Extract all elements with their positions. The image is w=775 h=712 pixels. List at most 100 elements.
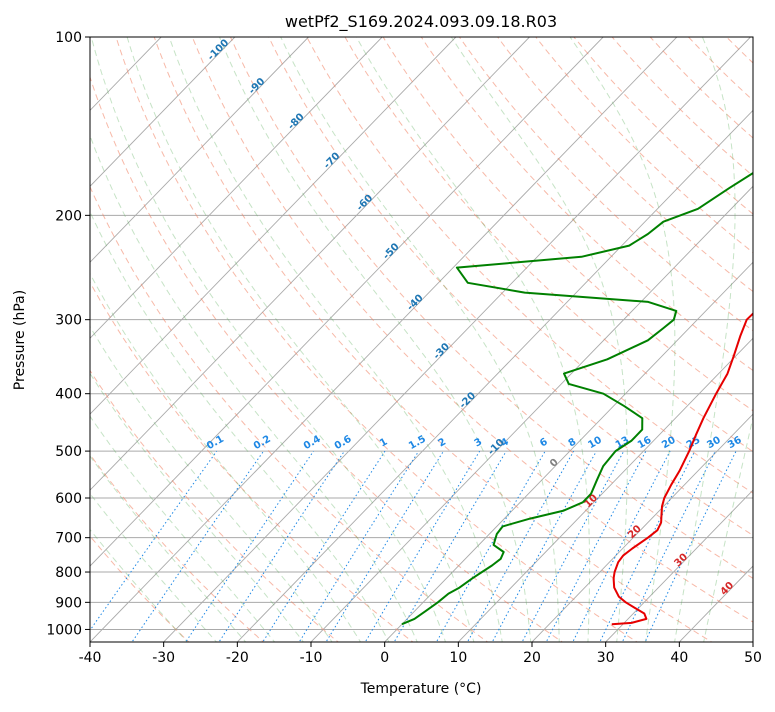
mixing-ratio-line: [217, 451, 344, 644]
x-axis-label: Temperature (°C): [360, 681, 482, 697]
mixing-ratio-line: [184, 451, 313, 644]
isotherm-line: [458, 37, 775, 642]
isotherm-line: [0, 37, 530, 642]
moist-adiabat-line: [91, 37, 446, 644]
mixing-ratio-line: [298, 451, 419, 644]
mixing-ratio-label: 36: [726, 435, 744, 452]
dry-adiabat-label: -50: [381, 241, 402, 262]
dry-adiabat-line: [269, 37, 775, 644]
mixing-ratio-line: [435, 451, 545, 644]
x-tick-label: 20: [523, 650, 541, 666]
mixing-ratio-line: [130, 451, 263, 644]
y-tick-label: 700: [55, 531, 82, 547]
dry-adiabat-line: [307, 37, 775, 644]
dry-adiabat-line: [765, 37, 775, 644]
x-tick-label: -30: [152, 650, 175, 666]
dry-adiabat-label: -80: [286, 112, 307, 133]
moist-adiabat-label: 10: [582, 493, 600, 511]
moist-adiabat-line: [127, 37, 474, 644]
dry-adiabat-label: -40: [405, 293, 426, 314]
isotherm-line: [385, 37, 775, 642]
y-tick-label: 400: [55, 387, 82, 403]
mixing-ratio-line: [545, 451, 646, 644]
dry-adiabat-line: [498, 37, 775, 644]
x-tick-label: -10: [300, 650, 323, 666]
x-tick-label: 10: [449, 650, 467, 666]
x-tick-label: -40: [79, 650, 102, 666]
y-axis-label: Pressure (hPa): [12, 290, 28, 390]
mixing-ratio-label: 8: [567, 436, 579, 449]
isotherm-line: [237, 37, 775, 642]
dry-adiabat-line: [116, 37, 641, 644]
isotherm-line: [90, 37, 677, 642]
moist-adiabat-line: [33, 37, 390, 644]
x-tick-label: 40: [670, 650, 688, 666]
dry-adiabat-line: [650, 37, 775, 644]
mixing-ratio-label: 20: [660, 435, 678, 452]
y-tick-label: 100: [55, 30, 82, 46]
dry-adiabat-line: [0, 37, 266, 644]
isotherm-line: [0, 37, 235, 642]
dry-adiabat-line: [154, 37, 716, 644]
mixing-ratio-line: [325, 451, 444, 644]
dry-adiabat-line: [345, 37, 775, 644]
moist-adiabat-line: [0, 37, 248, 644]
x-tick-label: 0: [380, 650, 389, 666]
moist-adiabat-label: 40: [719, 580, 737, 598]
isotherm-line: [311, 37, 775, 642]
mixing-ratio-line: [491, 451, 596, 644]
isotherm-line: [164, 37, 751, 642]
y-tick-label: 900: [55, 595, 82, 611]
x-tick-label: -20: [226, 650, 249, 666]
moist-adiabat-line: [451, 37, 627, 644]
mixing-ratio-label: 1: [378, 436, 390, 449]
isotherm-line: [753, 37, 775, 642]
y-tick-label: 600: [55, 491, 82, 507]
dry-adiabat-label: -60: [355, 193, 376, 214]
x-tick-label: 30: [597, 650, 615, 666]
mixing-ratio-label: 30: [705, 435, 723, 452]
dry-adiabat-line: [2, 37, 417, 644]
moist-adiabat-label: 30: [673, 552, 691, 570]
data-series: [402, 37, 775, 624]
background-lines: [0, 37, 775, 644]
mixing-ratio-line: [621, 451, 715, 644]
mixing-ratio-line: [599, 451, 695, 644]
mixing-ratio-label: 0.4: [302, 434, 323, 452]
dry-adiabat-label: -100: [206, 37, 232, 63]
y-tick-label: 800: [55, 565, 82, 581]
dewpoint-profile-line: [402, 37, 775, 624]
moist-adiabat-line: [60, 37, 418, 644]
moist-adiabat-label: 0: [548, 457, 561, 470]
y-tick-label: 200: [55, 208, 82, 224]
mixing-ratio-line: [572, 451, 671, 644]
y-tick-label: 500: [55, 444, 82, 460]
dry-adiabat-label: -90: [247, 76, 268, 97]
moist-adiabat-line: [169, 37, 503, 644]
moist-adiabat-line: [0, 37, 305, 644]
dry-adiabat-label: -70: [322, 151, 343, 172]
dry-adiabat-line: [192, 37, 775, 644]
moist-adiabat-line: [0, 37, 334, 644]
mixing-ratio-label: 10: [586, 435, 604, 452]
plot-frame: [90, 37, 753, 642]
mixing-ratio-label: 16: [636, 435, 654, 452]
mixing-ratio-label: 0.1: [205, 434, 226, 452]
x-tick-label: 50: [744, 650, 762, 666]
chart-title: wetPf2_S169.2024.093.09.18.R03: [285, 12, 557, 32]
dry-adiabat-line: [421, 37, 775, 644]
dry-adiabat-line: [40, 37, 491, 644]
moist-adiabat-line: [220, 37, 531, 644]
isotherm-line: [16, 37, 603, 642]
moist-adiabat-line: [356, 37, 589, 644]
dry-adiabat-line: [688, 37, 775, 644]
mixing-ratio-label: 3: [473, 436, 485, 449]
y-tick-label: 1000: [46, 622, 82, 638]
mixing-ratio-line: [261, 451, 385, 644]
mixing-ratio-line: [644, 451, 736, 644]
moist-adiabat-label: 20: [626, 523, 644, 541]
mixing-ratio-line: [393, 451, 507, 644]
y-tick-label: 300: [55, 313, 82, 329]
